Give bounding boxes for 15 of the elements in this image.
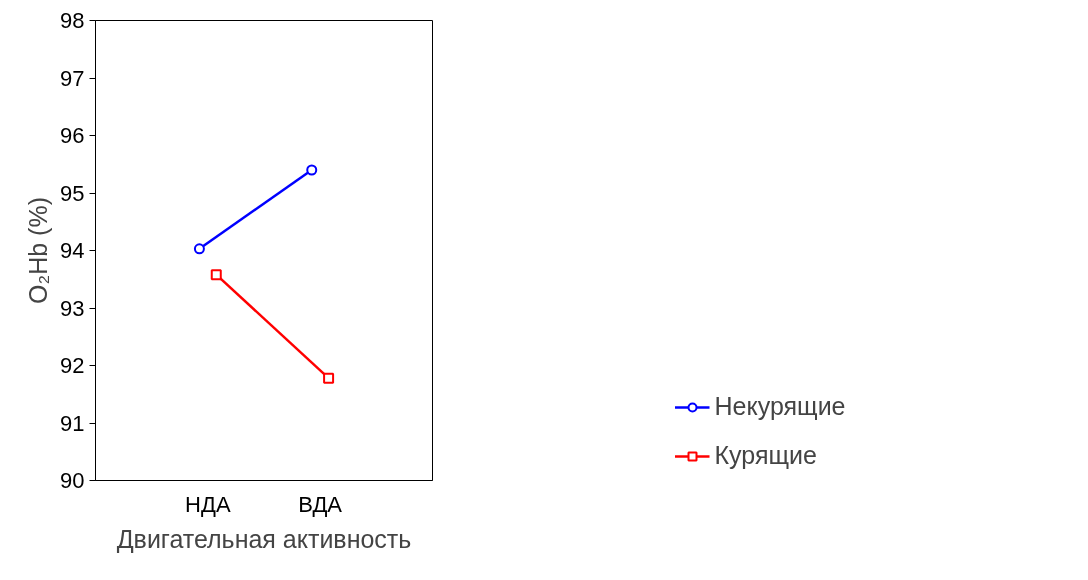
x-tick-label: НДА — [185, 491, 231, 517]
y-tick-label: 91 — [60, 410, 85, 436]
y-tick-label: 90 — [60, 468, 85, 493]
y-tick-label: 94 — [60, 238, 85, 263]
y-tick-label: 92 — [60, 353, 85, 378]
x-tick-label: ВДА — [298, 491, 343, 517]
x-axis-title: Двигательная активность — [116, 524, 412, 553]
y-tick-label: 95 — [60, 180, 85, 206]
y-tick-label: 98 — [60, 8, 85, 33]
legend-label: Курящие — [714, 441, 817, 470]
legend-label: Некурящие — [714, 392, 846, 421]
y-tick-label: 97 — [60, 65, 85, 91]
y-tick-label: 93 — [60, 295, 85, 321]
y-tick-label: 96 — [60, 123, 85, 148]
y-axis-title: O₂Hb (%) — [24, 197, 53, 304]
